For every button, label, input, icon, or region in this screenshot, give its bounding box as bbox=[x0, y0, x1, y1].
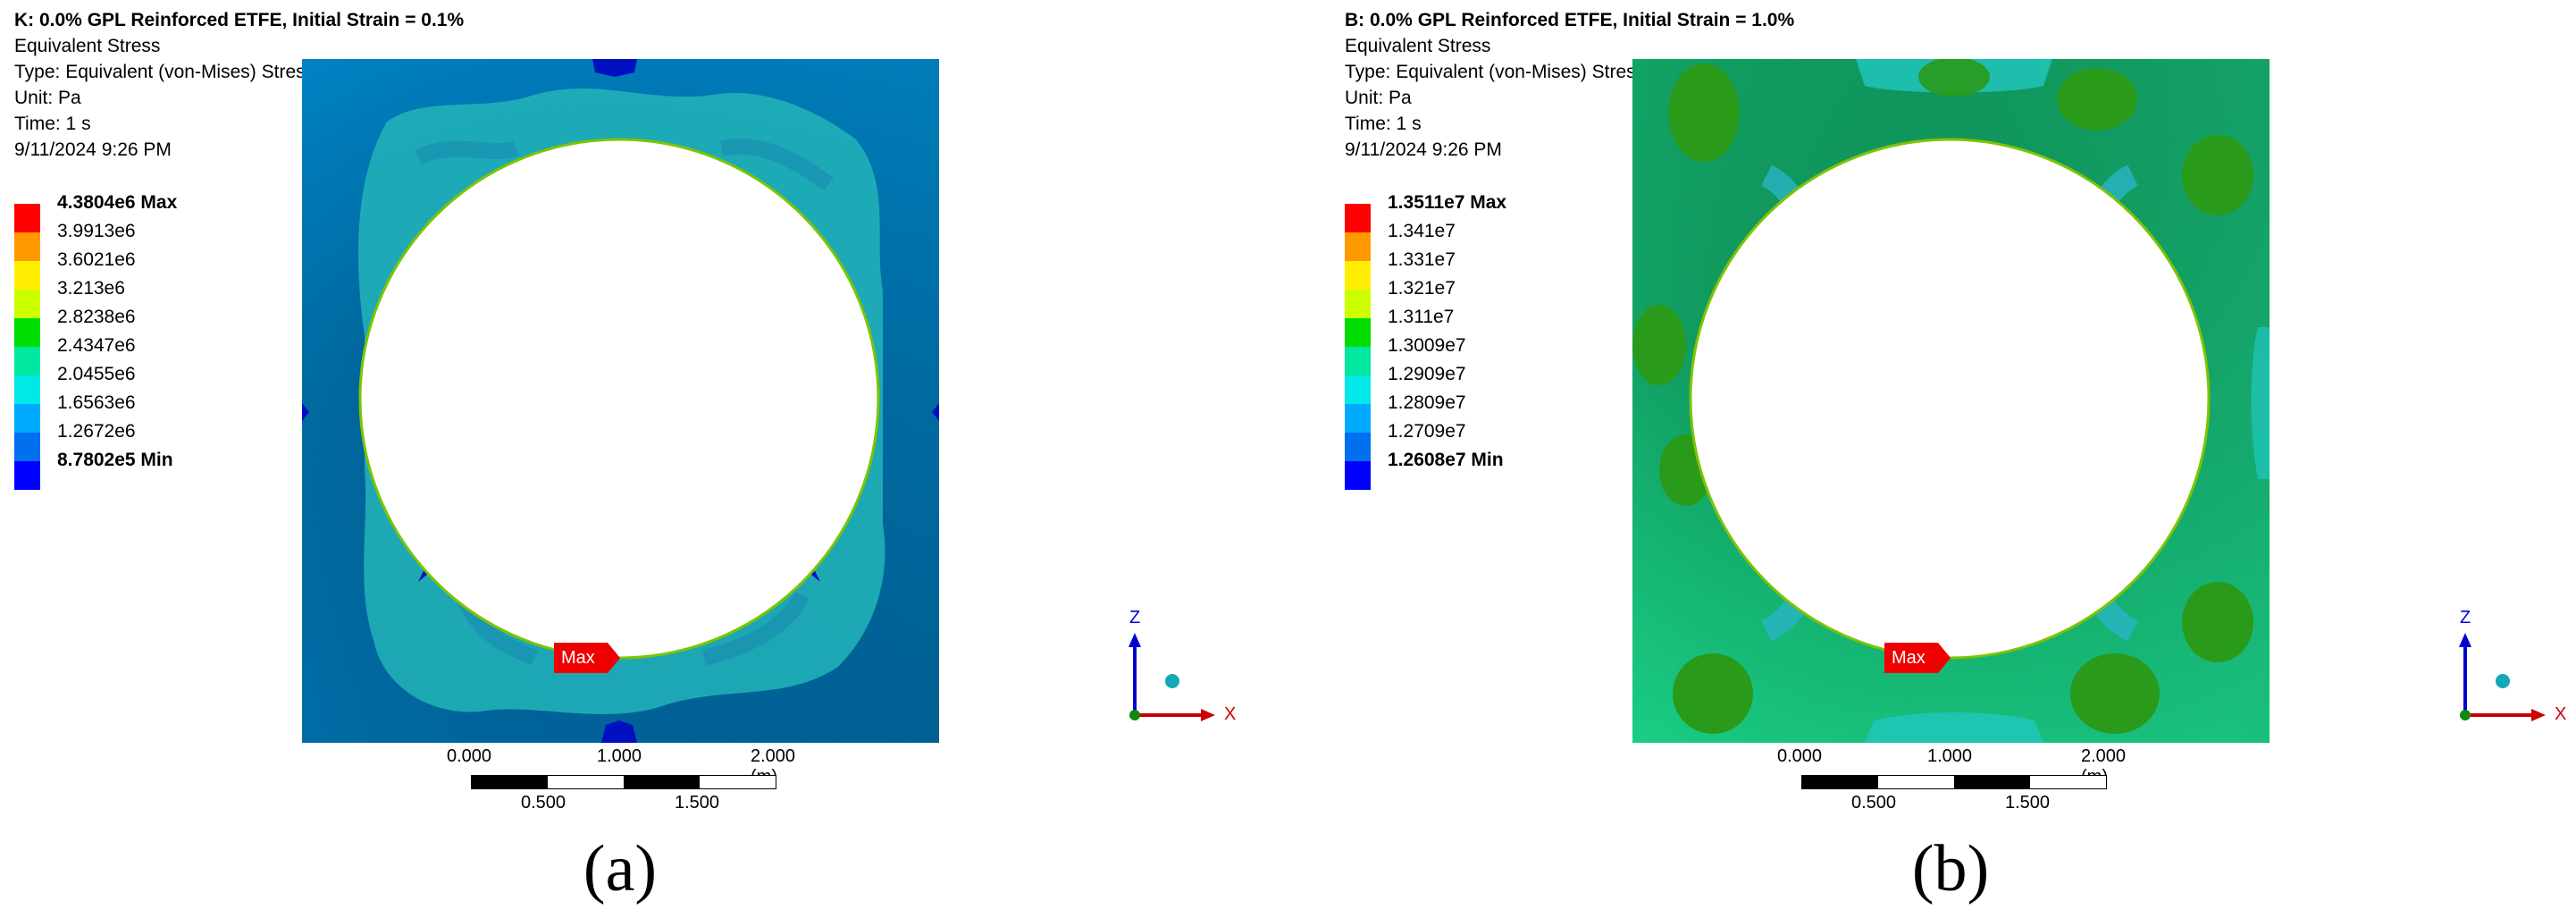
contour-plot-viewport[interactable] bbox=[302, 59, 939, 743]
panel-caption: (b) bbox=[1911, 832, 1990, 905]
legend-swatch bbox=[14, 204, 40, 232]
coordinate-triad[interactable]: Z X bbox=[2438, 608, 2572, 733]
legend-swatch bbox=[1345, 290, 1371, 318]
result-unit: Unit: Pa bbox=[1345, 88, 1412, 108]
panel-caption: (a) bbox=[583, 832, 658, 905]
legend-label: 1.341e7 bbox=[1388, 221, 1456, 241]
min-stress-spot bbox=[592, 59, 637, 77]
result-title: B: 0.0% GPL Reinforced ETFE, Initial Str… bbox=[1345, 10, 1795, 30]
legend-swatch bbox=[1345, 433, 1371, 461]
legend-label: 1.2809e7 bbox=[1388, 392, 1466, 413]
legend-label: 2.0455e6 bbox=[57, 364, 136, 384]
x-axis-label: X bbox=[1224, 704, 1237, 724]
legend-swatch bbox=[14, 261, 40, 290]
scale-bar: 0.000 1.000 2.000 (m) 0.500 1.500 bbox=[433, 746, 795, 818]
legend-label: 1.3009e7 bbox=[1388, 335, 1466, 356]
max-probe-text: Max bbox=[1892, 648, 1926, 668]
scale-bar-graphic bbox=[471, 775, 776, 789]
max-probe-label[interactable]: Max bbox=[1884, 643, 1951, 673]
legend-swatch bbox=[14, 461, 40, 490]
legend-min-label: 1.2608e7 Min bbox=[1388, 450, 1504, 470]
legend-swatch bbox=[14, 318, 40, 347]
legend-swatch bbox=[1345, 261, 1371, 290]
legend-swatch bbox=[1345, 404, 1371, 433]
legend-swatch bbox=[1345, 204, 1371, 232]
legend-swatch bbox=[14, 404, 40, 433]
legend-max-label: 1.3511e7 Max bbox=[1388, 192, 1507, 213]
legend-swatch bbox=[14, 433, 40, 461]
scale-label-0: 0.000 bbox=[447, 746, 492, 766]
contour-plot-viewport[interactable] bbox=[1632, 59, 2270, 743]
legend-label: 1.2909e7 bbox=[1388, 364, 1466, 384]
max-probe-flag bbox=[554, 643, 620, 673]
result-date: 9/11/2024 9:26 PM bbox=[1345, 139, 1502, 160]
coordinate-triad[interactable]: Z X bbox=[1108, 608, 1242, 733]
high-stress-patch bbox=[1668, 63, 1740, 162]
legend-label: 1.2672e6 bbox=[57, 421, 136, 442]
max-probe-label[interactable]: Max bbox=[554, 643, 620, 673]
result-time: Time: 1 s bbox=[1345, 114, 1422, 134]
origin-sphere-icon bbox=[2496, 674, 2510, 688]
z-axis-label: Z bbox=[2460, 608, 2471, 627]
legend-label: 3.6021e6 bbox=[57, 249, 136, 270]
z-axis-label: Z bbox=[1129, 608, 1141, 627]
scale-bar: 0.000 1.000 2.000 (m) 0.500 1.500 bbox=[1764, 746, 2126, 818]
legend-label: 2.4347e6 bbox=[57, 335, 136, 356]
central-hole bbox=[358, 138, 880, 660]
result-date: 9/11/2024 9:26 PM bbox=[14, 139, 172, 160]
legend-swatch bbox=[14, 347, 40, 375]
stress-contour-plot bbox=[1632, 59, 2270, 743]
legend-min-label: 8.7802e5 Min bbox=[57, 450, 173, 470]
legend-label: 1.6563e6 bbox=[57, 392, 136, 413]
legend-swatch bbox=[14, 290, 40, 318]
scale-label-1-5: 1.500 bbox=[2005, 793, 2051, 813]
legend-swatch bbox=[14, 375, 40, 404]
result-time: Time: 1 s bbox=[14, 114, 91, 134]
scale-label-0: 0.000 bbox=[1777, 746, 1823, 766]
scale-label-1: 1.000 bbox=[1927, 746, 1973, 766]
legend-label: 1.311e7 bbox=[1388, 307, 1455, 327]
legend-label: 2.8238e6 bbox=[57, 307, 136, 327]
legend-label: 1.331e7 bbox=[1388, 249, 1456, 270]
result-panel-a: K: 0.0% GPL Reinforced ETFE, Initial Str… bbox=[14, 10, 1242, 905]
legend-swatch bbox=[1345, 347, 1371, 375]
legend-label: 3.213e6 bbox=[57, 278, 125, 299]
stress-contour-plot bbox=[302, 59, 939, 743]
scale-label-1: 1.000 bbox=[597, 746, 642, 766]
scale-label-0-5: 0.500 bbox=[521, 793, 566, 813]
legend-swatch bbox=[1345, 461, 1371, 490]
legend-swatch bbox=[1345, 375, 1371, 404]
origin-sphere-icon bbox=[1165, 674, 1179, 688]
legend-swatch bbox=[1345, 232, 1371, 261]
result-panel-b: B: 0.0% GPL Reinforced ETFE, Initial Str… bbox=[1330, 0, 2576, 918]
x-axis-label: X bbox=[2555, 704, 2567, 724]
result-name: Equivalent Stress bbox=[14, 36, 161, 56]
max-probe-flag bbox=[1884, 643, 1951, 673]
legend-label: 3.9913e6 bbox=[57, 221, 136, 241]
scale-label-0-5: 0.500 bbox=[1851, 793, 1897, 813]
scale-bar-graphic bbox=[1801, 775, 2107, 789]
legend-label: 1.321e7 bbox=[1388, 278, 1456, 299]
central-hole bbox=[1689, 138, 2211, 660]
legend-swatch bbox=[14, 232, 40, 261]
result-unit: Unit: Pa bbox=[14, 88, 81, 108]
result-title: K: 0.0% GPL Reinforced ETFE, Initial Str… bbox=[14, 10, 465, 30]
result-name: Equivalent Stress bbox=[1345, 36, 1491, 56]
legend-label: 1.2709e7 bbox=[1388, 421, 1466, 442]
legend-swatch bbox=[1345, 318, 1371, 347]
legend-max-label: 4.3804e6 Max bbox=[57, 192, 178, 213]
scale-label-1-5: 1.500 bbox=[675, 793, 720, 813]
max-probe-text: Max bbox=[561, 648, 595, 668]
